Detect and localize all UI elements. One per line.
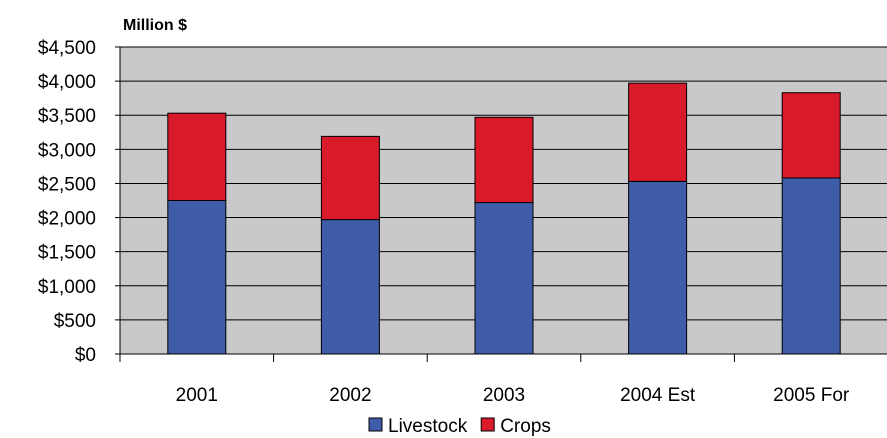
bar-crops-2004-est xyxy=(628,82,688,182)
legend-swatch xyxy=(480,417,495,432)
y-tick-label: $2,500 xyxy=(38,174,96,195)
x-axis: 2001 2002 2003 2004 Est 2005 For xyxy=(119,354,850,406)
y-tick-label: $3,000 xyxy=(38,140,96,161)
bar-livestock-2002 xyxy=(320,219,380,355)
y-tick-label: $3,500 xyxy=(38,106,96,127)
bar-livestock-2001 xyxy=(167,200,227,355)
bar-crops-2003 xyxy=(474,116,534,204)
y-axis-label: Million $ xyxy=(123,17,187,34)
bar-crops-2001 xyxy=(167,112,227,201)
x-tick-label: 2003 xyxy=(483,385,525,406)
y-tick-label: $4,500 xyxy=(38,38,96,59)
y-tick-label: $1,500 xyxy=(38,243,96,264)
x-tick-label: 2002 xyxy=(329,385,371,406)
x-tick-label: 2005 For xyxy=(773,385,850,406)
y-tick-label: $500 xyxy=(54,311,96,332)
legend-label: Livestock xyxy=(388,416,468,437)
bar-livestock-2003 xyxy=(474,202,534,355)
y-tick-label: $1,000 xyxy=(38,277,96,298)
y-tick-label: $0 xyxy=(75,345,96,366)
x-tick-label: 2001 xyxy=(176,385,218,406)
bar-crops-2002 xyxy=(320,135,380,221)
bar-crops-2005-for xyxy=(781,92,841,179)
y-tick-label: $2,000 xyxy=(38,209,96,230)
y-axis-ticks: $4,500 $4,000 $3,500 $3,000 $2,500 $2,000 $1,5… xyxy=(38,38,120,366)
legend-swatch xyxy=(368,417,383,432)
bars xyxy=(167,82,841,355)
x-tick-label: 2004 Est xyxy=(620,385,696,406)
legend: Livestock Crops xyxy=(368,416,551,437)
bar-livestock-2005-for xyxy=(781,177,841,355)
y-tick-label: $4,000 xyxy=(38,72,96,93)
legend-label: Crops xyxy=(500,416,551,437)
bar-livestock-2004-est xyxy=(628,180,688,355)
